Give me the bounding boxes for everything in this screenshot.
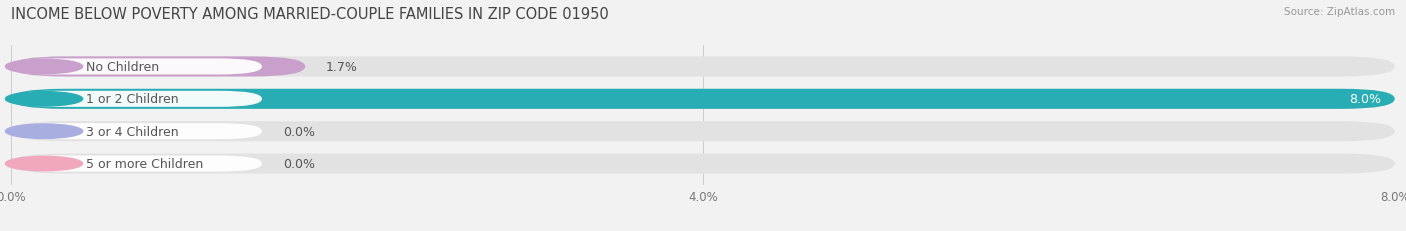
Text: 8.0%: 8.0% — [1348, 93, 1381, 106]
Text: 3 or 4 Children: 3 or 4 Children — [86, 125, 179, 138]
Text: 0.0%: 0.0% — [283, 125, 315, 138]
FancyBboxPatch shape — [11, 91, 262, 107]
FancyBboxPatch shape — [11, 57, 305, 77]
Text: No Children: No Children — [86, 61, 159, 74]
Text: 1 or 2 Children: 1 or 2 Children — [86, 93, 179, 106]
Text: INCOME BELOW POVERTY AMONG MARRIED-COUPLE FAMILIES IN ZIP CODE 01950: INCOME BELOW POVERTY AMONG MARRIED-COUPL… — [11, 7, 609, 22]
Circle shape — [6, 60, 83, 74]
FancyBboxPatch shape — [11, 154, 1395, 174]
FancyBboxPatch shape — [11, 89, 1395, 109]
Circle shape — [6, 125, 83, 139]
Text: 5 or more Children: 5 or more Children — [86, 157, 202, 170]
Text: 1.7%: 1.7% — [326, 61, 359, 74]
FancyBboxPatch shape — [11, 89, 1395, 109]
Circle shape — [6, 92, 83, 106]
Text: Source: ZipAtlas.com: Source: ZipAtlas.com — [1284, 7, 1395, 17]
FancyBboxPatch shape — [11, 59, 262, 75]
Circle shape — [6, 157, 83, 171]
Text: 0.0%: 0.0% — [283, 157, 315, 170]
FancyBboxPatch shape — [11, 124, 262, 140]
FancyBboxPatch shape — [11, 156, 262, 172]
FancyBboxPatch shape — [11, 57, 1395, 77]
FancyBboxPatch shape — [11, 122, 1395, 142]
